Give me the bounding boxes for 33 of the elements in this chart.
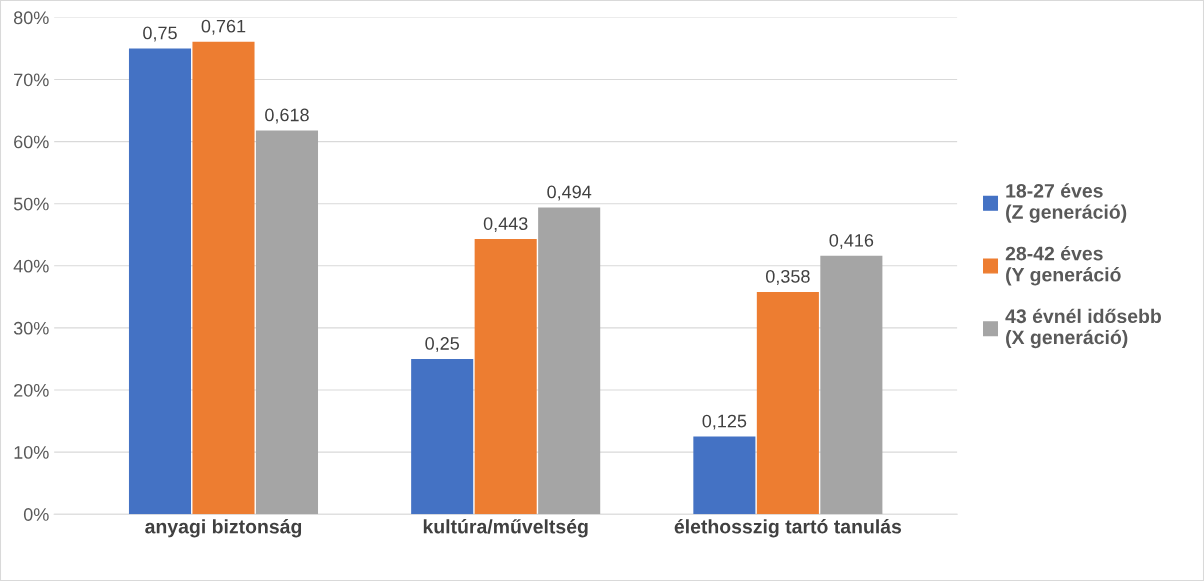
data-label: 0,416 [829, 233, 874, 249]
y-tick-label: 20% [14, 383, 49, 397]
y-tick-label: 10% [14, 446, 49, 459]
bar [411, 358, 474, 515]
bar [538, 207, 601, 515]
bar [255, 130, 319, 515]
y-tick-label: 60% [14, 135, 49, 149]
data-label: 0,25 [425, 337, 459, 352]
data-label: 0,75 [143, 26, 177, 42]
bar [474, 239, 537, 515]
data-label: 0,761 [201, 19, 246, 35]
data-label: 0,618 [265, 108, 309, 124]
data-label: 0,494 [547, 185, 592, 201]
bar [820, 255, 883, 515]
y-tick-label: 70% [14, 73, 49, 87]
bar [693, 436, 756, 515]
bar [128, 48, 192, 515]
y-tick-label: 30% [13, 321, 49, 335]
x-tick-label: anyagi biztonság [145, 519, 302, 538]
y-tick-label: 0% [23, 508, 49, 521]
bar [192, 41, 255, 515]
y-tick-label: 80% [13, 11, 49, 25]
y-tick-label: 50% [13, 197, 49, 211]
x-tick-label: élethosszig tartó tanulás [674, 519, 902, 538]
data-label: 0,125 [702, 414, 747, 430]
legend-label: 18-27 éves (Z generáció) [1006, 183, 1127, 223]
y-tick-label: 40% [13, 259, 49, 273]
legend-label: 43 évnél idősebb (X generáció) [1005, 308, 1161, 349]
bar [756, 291, 819, 515]
legend-label: 28-42 éves (Y generáció [1005, 245, 1121, 286]
x-tick-label: kultúra/műveltség [423, 519, 588, 538]
data-label: 0,358 [765, 269, 810, 285]
data-label: 0,443 [483, 217, 528, 233]
